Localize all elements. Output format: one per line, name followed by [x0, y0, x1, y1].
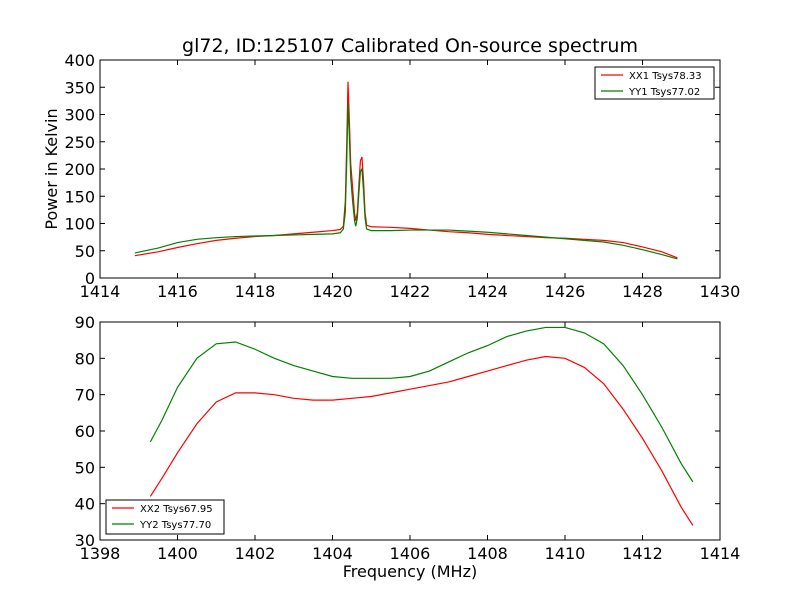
x-tick-label: 1420 — [312, 282, 353, 301]
legend-box — [594, 66, 715, 100]
x-tick-label: 1418 — [235, 282, 276, 301]
x-tick-label: 1414 — [80, 282, 121, 301]
legend: XX1 Tsys78.33 YY1 Tsys77.02 — [594, 66, 715, 100]
x-tick-label: 1404 — [312, 544, 353, 563]
y-tick-label: 200 — [64, 160, 95, 179]
x-tick-label: 1430 — [700, 282, 741, 301]
x-tick-label: 1426 — [545, 282, 586, 301]
x-tick-label: 1428 — [622, 282, 663, 301]
x-tick-label: 1408 — [467, 544, 508, 563]
series-line-1-2 — [134, 103, 678, 260]
legend-label: XX1 Tsys78.33 — [629, 71, 702, 82]
figure-title: gl72, ID:125107 Calibrated On-source spe… — [182, 35, 638, 57]
y-tick-label: 350 — [64, 78, 95, 97]
y-tick-label: 50 — [75, 242, 95, 261]
x-tick-label: 1406 — [390, 544, 431, 563]
x-tick-label: 1416 — [157, 282, 198, 301]
legend-label: XX2 Tsys67.95 — [140, 504, 213, 515]
y-tick-label: 400 — [64, 51, 95, 70]
y-tick-label: 70 — [75, 386, 95, 405]
y-tick-label: 60 — [75, 422, 95, 441]
plots-group: 1414 1416 1418 1420 1422 1424 1426 1428 14300501… — [42, 51, 740, 581]
y-tick-label: 100 — [64, 215, 95, 234]
x-axis-title: Frequency (MHz) — [343, 562, 477, 581]
plot-1: 1414 1416 1418 1420 1422 1424 1426 1428 1430 0 50 1… — [42, 51, 740, 301]
y-tick-label: 80 — [75, 349, 95, 368]
x-tick-label: 1412 — [622, 544, 663, 563]
y-axis-title: Power in Kelvin — [42, 108, 61, 229]
series-line-2-1 — [149, 355, 694, 526]
y-tick-label: 30 — [75, 531, 95, 550]
x-tick-label: 1414 — [700, 544, 741, 563]
y-tick-label: 300 — [64, 106, 95, 125]
x-tick-label: 1424 — [467, 282, 508, 301]
legend-label: YY2 Tsys77.70 — [139, 520, 211, 531]
y-tick-label: 250 — [64, 133, 95, 152]
x-tick-label: 1402 — [235, 544, 276, 563]
y-tick-label: 0 — [85, 269, 95, 288]
x-tick-label: 1422 — [390, 282, 431, 301]
y-tick-label: 150 — [64, 187, 95, 206]
y-tick-label: 40 — [75, 495, 95, 514]
x-tick-label: 1398 — [80, 544, 121, 563]
legend-box — [105, 499, 225, 535]
legend: XX2 Tsys67.95 YY2 Tsys77.70 — [105, 499, 225, 535]
y-tick-label: 90 — [75, 313, 95, 332]
legend-label: YY1 Tsys77.02 — [628, 87, 700, 98]
plot-2: 1398 1400 1402 1404 1406 1408 1410 1412 1414 30 40… — [75, 313, 741, 581]
y-tick-label: 50 — [75, 458, 95, 477]
series-line-2-2 — [149, 326, 694, 483]
x-tick-label: 1400 — [157, 544, 198, 563]
x-tick-label: 1410 — [545, 544, 586, 563]
